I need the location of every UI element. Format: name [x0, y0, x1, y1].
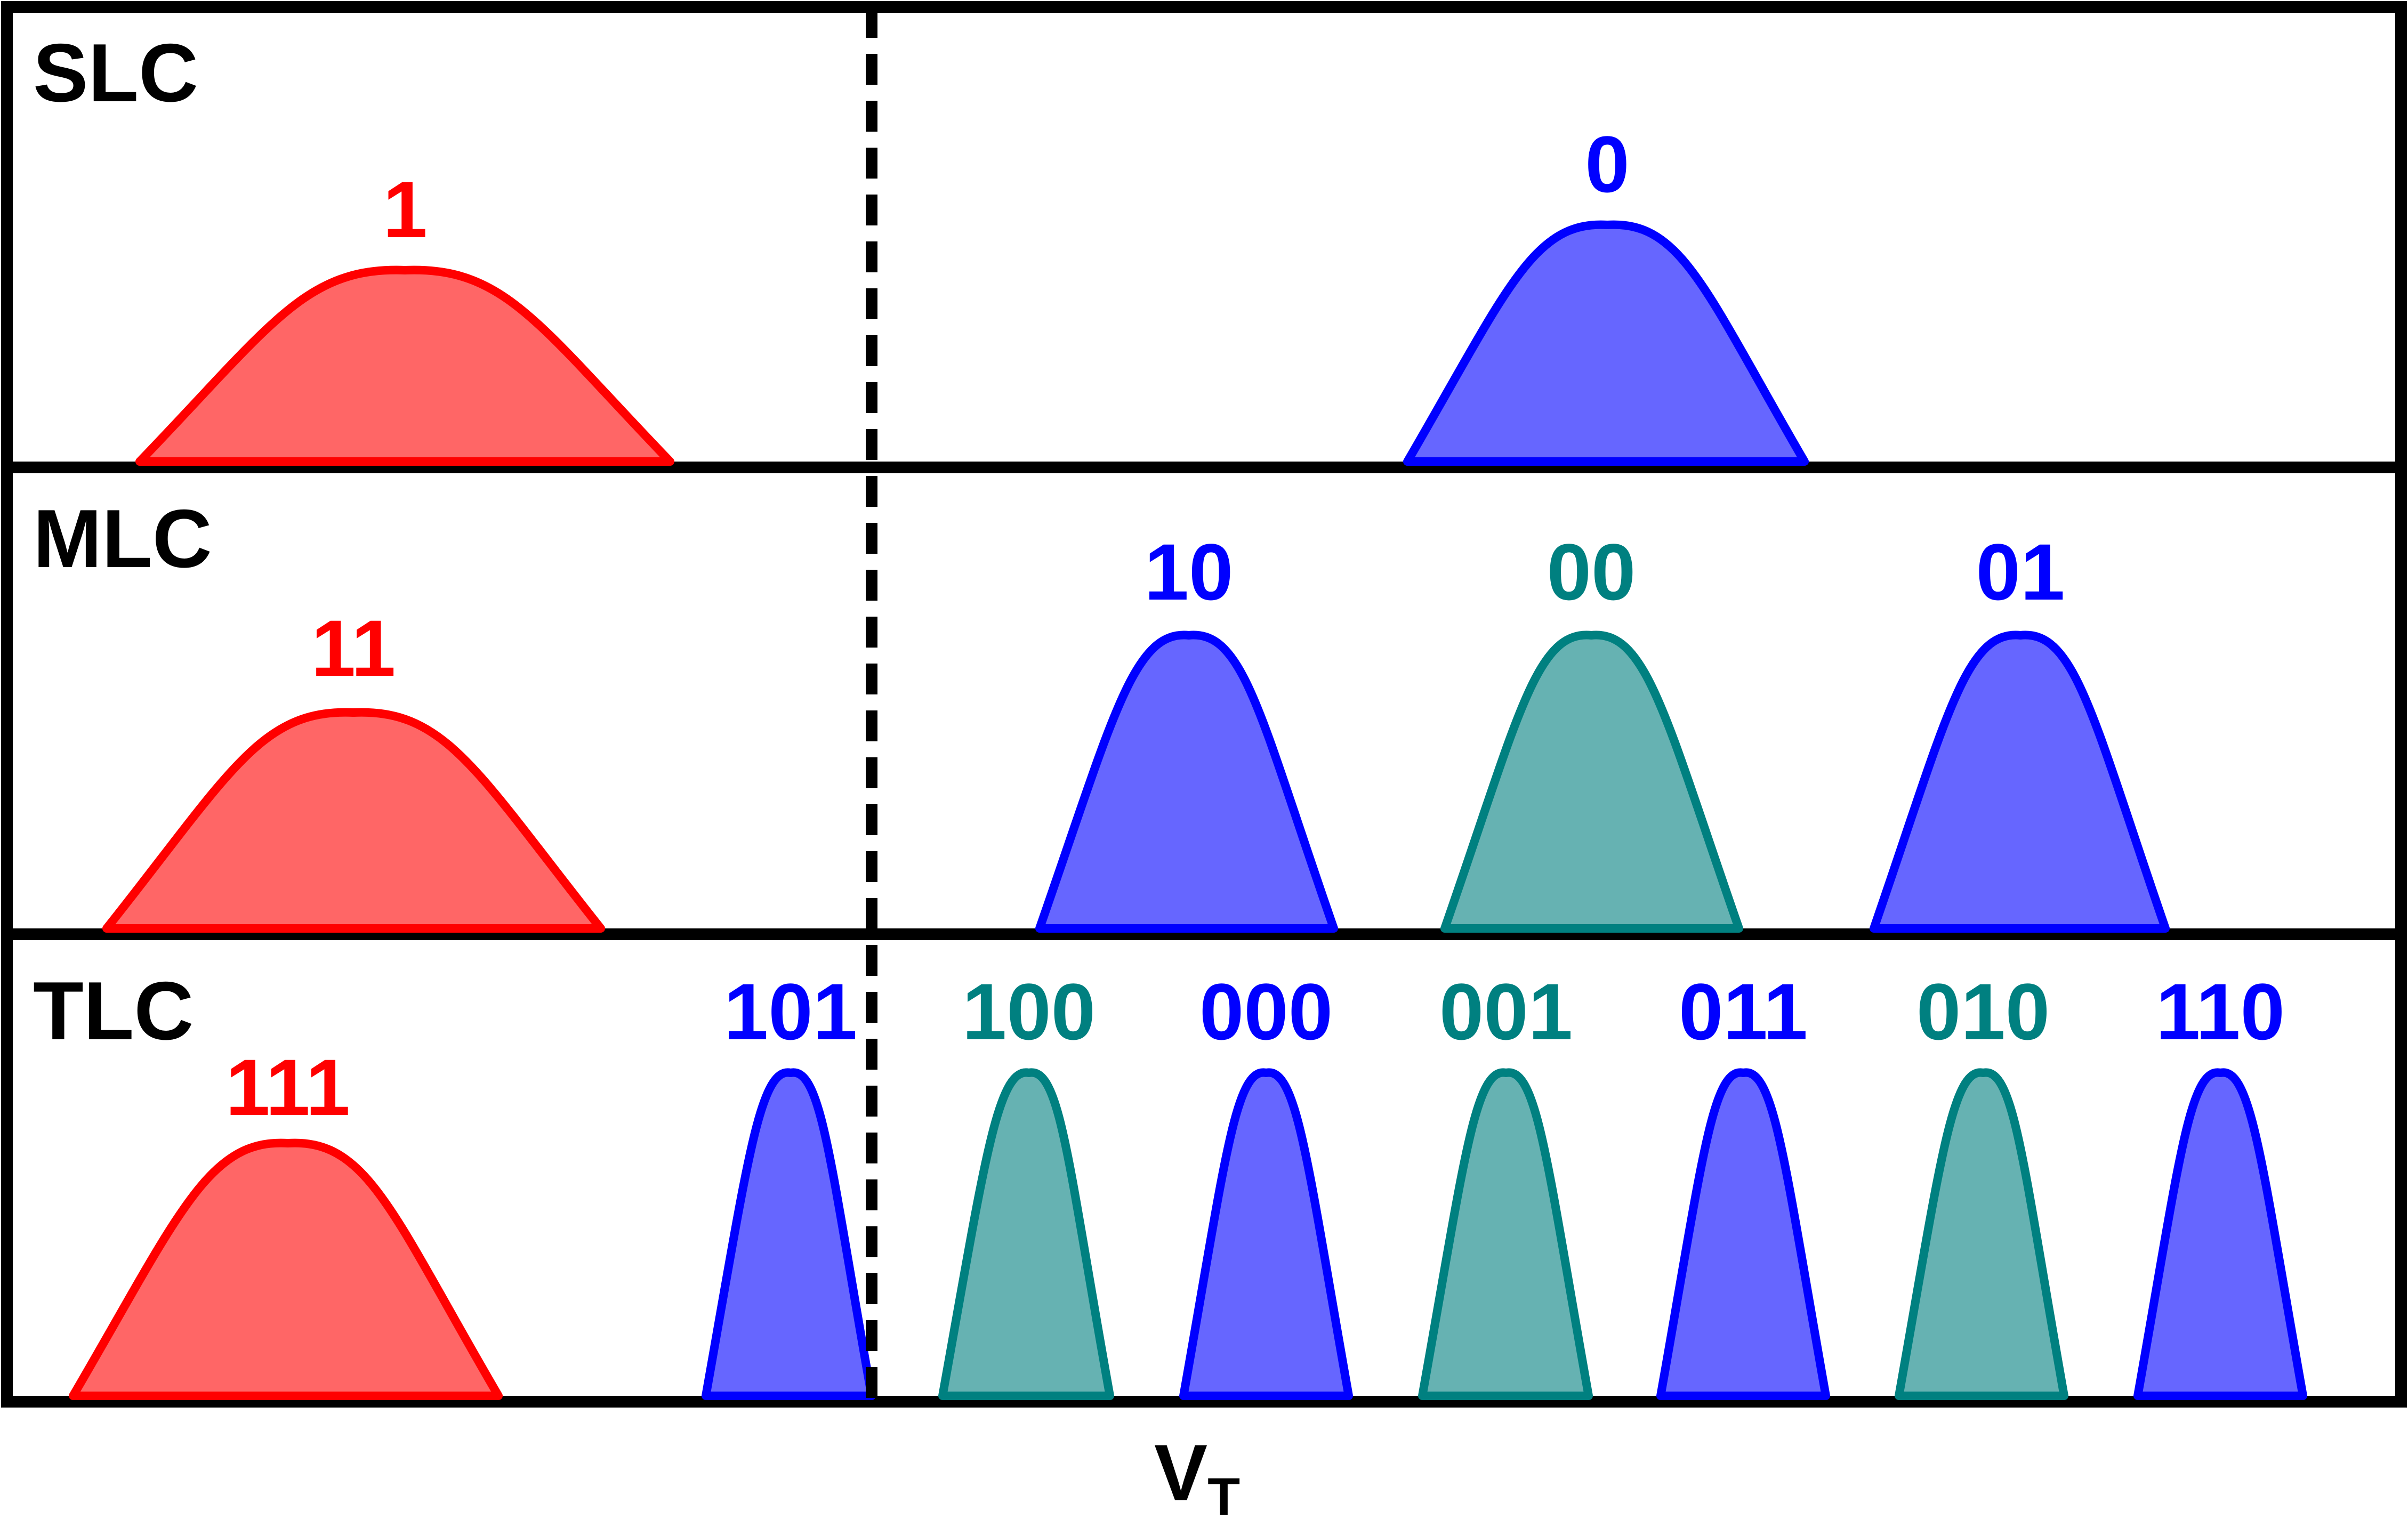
axis-label-main: V	[1154, 1428, 1207, 1517]
state-label-tlc-000: 000	[1199, 967, 1333, 1056]
panel-label-mlc: MLC	[33, 492, 212, 585]
distribution-mlc-11	[102, 708, 605, 933]
distribution-tlc-100	[938, 1068, 1114, 1400]
distribution-mlc-10	[1035, 630, 1338, 933]
state-label-mlc-10: 10	[1145, 527, 1234, 617]
state-label-tlc-001: 001	[1439, 967, 1573, 1056]
state-label-tlc-101: 101	[724, 967, 857, 1056]
state-label-tlc-111: 111	[226, 1042, 350, 1132]
distribution-tlc-110	[2133, 1068, 2307, 1400]
distribution-tlc-001	[1418, 1068, 1593, 1400]
state-label-tlc-110: 110	[2156, 967, 2285, 1056]
distribution-tlc-111	[69, 1138, 503, 1400]
panel-label-tlc: TLC	[33, 965, 194, 1057]
diagram-frame	[1, 1, 2407, 1408]
state-label-mlc-00: 00	[1547, 527, 1636, 617]
state-label-tlc-011: 011	[1679, 967, 1808, 1056]
panel-label-slc: SLC	[33, 27, 198, 119]
distribution-tlc-000	[1179, 1068, 1353, 1400]
distribution-tlc-010	[1895, 1068, 2068, 1400]
state-label-tlc-100: 100	[962, 967, 1096, 1056]
distribution-mlc-01	[1870, 630, 2170, 933]
state-label-tlc-010: 010	[1916, 967, 2050, 1056]
state-label-mlc-11: 11	[311, 603, 396, 693]
distribution-tlc-011	[1656, 1068, 1830, 1400]
distribution-curves	[69, 220, 2307, 1400]
state-label-slc-0: 0	[1585, 119, 1629, 209]
distribution-tlc-101	[702, 1068, 876, 1400]
distribution-slc-0	[1403, 220, 1809, 466]
axis-label: VT	[1154, 1428, 1240, 1520]
axis-label-sub: T	[1207, 1467, 1240, 1520]
distribution-slc-1	[135, 265, 674, 466]
state-label-mlc-01: 01	[1976, 527, 2065, 617]
distribution-mlc-00	[1440, 630, 1743, 933]
state-label-slc-1: 1	[383, 165, 427, 254]
